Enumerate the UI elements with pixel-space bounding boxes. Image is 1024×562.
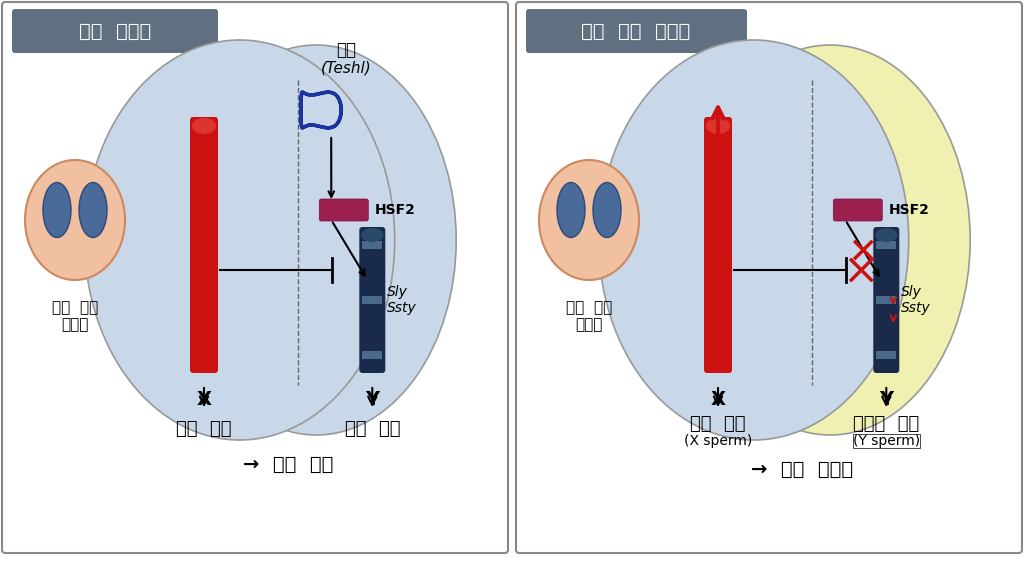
Bar: [362, 296, 382, 304]
Text: X: X: [711, 390, 725, 409]
Ellipse shape: [25, 160, 125, 280]
Bar: [362, 324, 382, 332]
Ellipse shape: [557, 183, 585, 238]
Bar: [877, 296, 896, 304]
FancyBboxPatch shape: [12, 9, 218, 53]
Text: 발생  중인
정세포: 발생 중인 정세포: [566, 300, 612, 332]
Text: X: X: [197, 390, 212, 409]
Ellipse shape: [539, 160, 639, 280]
FancyBboxPatch shape: [359, 227, 385, 373]
Bar: [877, 269, 896, 277]
Text: 정상  마우스: 정상 마우스: [79, 21, 152, 40]
Text: 테슬: 테슬: [336, 41, 356, 59]
Text: Sly
Ssty: Sly Ssty: [901, 285, 931, 315]
Ellipse shape: [876, 228, 897, 242]
Text: 정상  정자: 정상 정자: [176, 420, 231, 438]
Ellipse shape: [176, 45, 457, 435]
Text: 테실  결핍  마우스: 테실 결핍 마우스: [582, 21, 690, 40]
Bar: [877, 241, 896, 249]
Text: (Teshl): (Teshl): [321, 61, 372, 75]
Ellipse shape: [193, 118, 216, 134]
Bar: [362, 269, 382, 277]
Text: Sly
Ssty: Sly Ssty: [387, 285, 417, 315]
Ellipse shape: [85, 40, 394, 440]
FancyBboxPatch shape: [705, 117, 732, 373]
Ellipse shape: [593, 183, 621, 238]
Text: Y: Y: [366, 390, 379, 409]
FancyBboxPatch shape: [834, 199, 883, 221]
Bar: [362, 351, 382, 359]
Text: →  성비  균형: → 성비 균형: [243, 455, 334, 474]
Text: (Y sperm): (Y sperm): [853, 434, 920, 448]
FancyBboxPatch shape: [526, 9, 746, 53]
Ellipse shape: [79, 183, 106, 238]
Bar: [362, 241, 382, 249]
Bar: [877, 324, 896, 332]
Bar: [877, 351, 896, 359]
Ellipse shape: [599, 40, 908, 440]
Text: HSF2: HSF2: [375, 203, 415, 217]
Text: (X sperm): (X sperm): [684, 434, 752, 448]
Text: 정상  정자: 정상 정자: [690, 415, 745, 433]
FancyBboxPatch shape: [2, 2, 508, 553]
Ellipse shape: [361, 228, 383, 242]
Text: 발생  중인
정세포: 발생 중인 정세포: [52, 300, 98, 332]
Text: 비정상  정자: 비정상 정자: [853, 415, 920, 433]
Text: →  성비  불균형: → 성비 불균형: [751, 460, 853, 479]
Ellipse shape: [43, 183, 71, 238]
FancyBboxPatch shape: [516, 2, 1022, 553]
FancyBboxPatch shape: [873, 227, 899, 373]
Text: Y: Y: [880, 390, 893, 409]
Text: HSF2: HSF2: [888, 203, 929, 217]
FancyBboxPatch shape: [190, 117, 218, 373]
Ellipse shape: [706, 118, 730, 134]
Text: 정상  정자: 정상 정자: [344, 420, 400, 438]
Ellipse shape: [690, 45, 970, 435]
FancyBboxPatch shape: [319, 199, 369, 221]
